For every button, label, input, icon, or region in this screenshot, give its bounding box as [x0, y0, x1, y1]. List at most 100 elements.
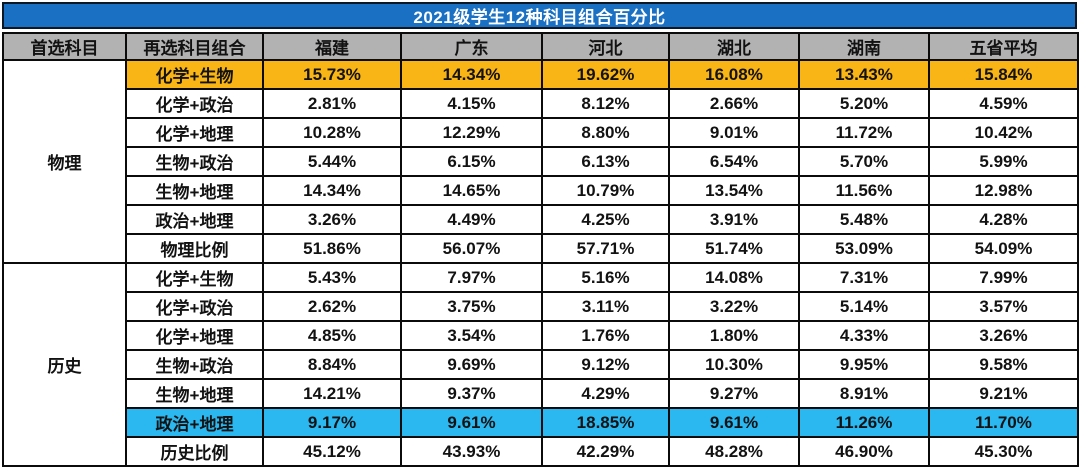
value-cell: 3.11% — [541, 291, 670, 322]
subject-combination-table: 首选科目 再选科目组合 福建 广东 河北 湖北 湖南 五省平均 物理 化学+生物 15.73% 14… — [2, 32, 1079, 467]
column-header-0: 首选科目 — [2, 32, 127, 61]
value-cell: 4.59% — [928, 88, 1079, 119]
column-header-2: 福建 — [262, 32, 402, 61]
value-cell: 15.73% — [262, 59, 402, 90]
value-cell: 9.37% — [400, 378, 543, 409]
value-cell: 6.54% — [668, 146, 800, 177]
combo-cell: 政治+地理 — [125, 407, 264, 438]
table-row: 政治+地理 3.26% 4.49% 4.25% 3.91% 5.48% 4.28% — [3, 204, 1079, 235]
value-cell: 14.21% — [262, 378, 402, 409]
value-cell: 9.01% — [668, 117, 800, 148]
value-cell: 7.97% — [400, 262, 543, 293]
value-cell: 12.98% — [928, 175, 1079, 206]
column-header-7: 五省平均 — [928, 32, 1079, 61]
value-cell: 2.81% — [262, 88, 402, 119]
value-cell: 12.29% — [400, 117, 543, 148]
value-cell: 3.22% — [668, 291, 800, 322]
combo-cell: 生物+地理 — [125, 378, 264, 409]
value-cell: 8.84% — [262, 349, 402, 380]
value-cell: 2.62% — [262, 291, 402, 322]
value-cell: 4.33% — [798, 320, 930, 351]
value-cell: 4.25% — [541, 204, 670, 235]
value-cell: 43.93% — [400, 436, 543, 467]
value-cell: 45.30% — [928, 436, 1079, 467]
value-cell: 3.26% — [928, 320, 1079, 351]
table-row: 生物+政治 5.44% 6.15% 6.13% 6.54% 5.70% 5.99% — [3, 146, 1079, 177]
value-cell: 16.08% — [668, 59, 800, 90]
table-row: 生物+地理 14.34% 14.65% 10.79% 13.54% 11.56% 12.98… — [3, 175, 1079, 206]
value-cell: 9.61% — [668, 407, 800, 438]
value-cell: 3.54% — [400, 320, 543, 351]
value-cell: 9.27% — [668, 378, 800, 409]
value-cell: 5.20% — [798, 88, 930, 119]
value-cell: 14.08% — [668, 262, 800, 293]
subject-cell: 历史 — [2, 262, 127, 467]
value-cell: 4.49% — [400, 204, 543, 235]
value-cell: 10.79% — [541, 175, 670, 206]
value-cell: 14.65% — [400, 175, 543, 206]
value-cell: 5.43% — [262, 262, 402, 293]
combo-cell: 化学+地理 — [125, 320, 264, 351]
value-cell: 10.30% — [668, 349, 800, 380]
table-row: 化学+地理 10.28% 12.29% 8.80% 9.01% 11.72% 10.42% — [3, 117, 1079, 148]
value-cell: 51.86% — [262, 233, 402, 264]
table-row: 政治+地理 9.17% 9.61% 18.85% 9.61% 11.26% 11.70% — [3, 407, 1079, 438]
combo-cell: 物理比例 — [125, 233, 264, 264]
value-cell: 9.61% — [400, 407, 543, 438]
value-cell: 18.85% — [541, 407, 670, 438]
value-cell: 6.13% — [541, 146, 670, 177]
combo-cell: 化学+地理 — [125, 117, 264, 148]
table-header: 首选科目 再选科目组合 福建 广东 河北 湖北 湖南 五省平均 — [2, 32, 1079, 61]
table-row: 历史比例 45.12% 43.93% 42.29% 48.28% 46.90% 45.30% — [3, 436, 1079, 467]
value-cell: 8.12% — [541, 88, 670, 119]
column-header-6: 湖南 — [798, 32, 930, 61]
value-cell: 4.15% — [400, 88, 543, 119]
value-cell: 3.26% — [262, 204, 402, 235]
value-cell: 9.17% — [262, 407, 402, 438]
table-row: 生物+政治 8.84% 9.69% 9.12% 10.30% 9.95% 9.58% — [3, 349, 1079, 380]
value-cell: 45.12% — [262, 436, 402, 467]
subject-cell: 物理 — [2, 59, 127, 264]
value-cell: 1.76% — [541, 320, 670, 351]
combo-cell: 化学+政治 — [125, 88, 264, 119]
value-cell: 5.44% — [262, 146, 402, 177]
value-cell: 14.34% — [400, 59, 543, 90]
value-cell: 8.91% — [798, 378, 930, 409]
table-title: 2021级学生12种科目组合百分比 — [2, 2, 1077, 29]
table-body: 物理 化学+生物 15.73% 14.34% 19.62% 16.08% 13.43% 15.… — [2, 59, 1079, 467]
value-cell: 53.09% — [798, 233, 930, 264]
combo-cell: 化学+生物 — [125, 262, 264, 293]
value-cell: 42.29% — [541, 436, 670, 467]
value-cell: 11.70% — [928, 407, 1079, 438]
value-cell: 13.54% — [668, 175, 800, 206]
value-cell: 3.91% — [668, 204, 800, 235]
value-cell: 3.57% — [928, 291, 1079, 322]
value-cell: 1.80% — [668, 320, 800, 351]
value-cell: 9.21% — [928, 378, 1079, 409]
value-cell: 10.42% — [928, 117, 1079, 148]
value-cell: 7.31% — [798, 262, 930, 293]
value-cell: 5.48% — [798, 204, 930, 235]
value-cell: 13.43% — [798, 59, 930, 90]
table-row: 化学+政治 2.81% 4.15% 8.12% 2.66% 5.20% 4.59% — [3, 88, 1079, 119]
value-cell: 4.85% — [262, 320, 402, 351]
value-cell: 5.16% — [541, 262, 670, 293]
value-cell: 54.09% — [928, 233, 1079, 264]
column-header-5: 湖北 — [668, 32, 800, 61]
value-cell: 57.71% — [541, 233, 670, 264]
value-cell: 5.14% — [798, 291, 930, 322]
table-row: 历史 化学+生物 5.43% 7.97% 5.16% 14.08% 7.31% 7.99% — [2, 262, 1079, 467]
value-cell: 11.72% — [798, 117, 930, 148]
value-cell: 5.70% — [798, 146, 930, 177]
value-cell: 14.34% — [262, 175, 402, 206]
value-cell: 11.26% — [798, 407, 930, 438]
value-cell: 46.90% — [798, 436, 930, 467]
value-cell: 11.56% — [798, 175, 930, 206]
header-row: 首选科目 再选科目组合 福建 广东 河北 湖北 湖南 五省平均 — [2, 32, 1079, 61]
combo-cell: 生物+地理 — [125, 175, 264, 206]
value-cell: 19.62% — [541, 59, 670, 90]
combo-cell: 生物+政治 — [125, 146, 264, 177]
combo-cell: 历史比例 — [125, 436, 264, 467]
value-cell: 56.07% — [400, 233, 543, 264]
